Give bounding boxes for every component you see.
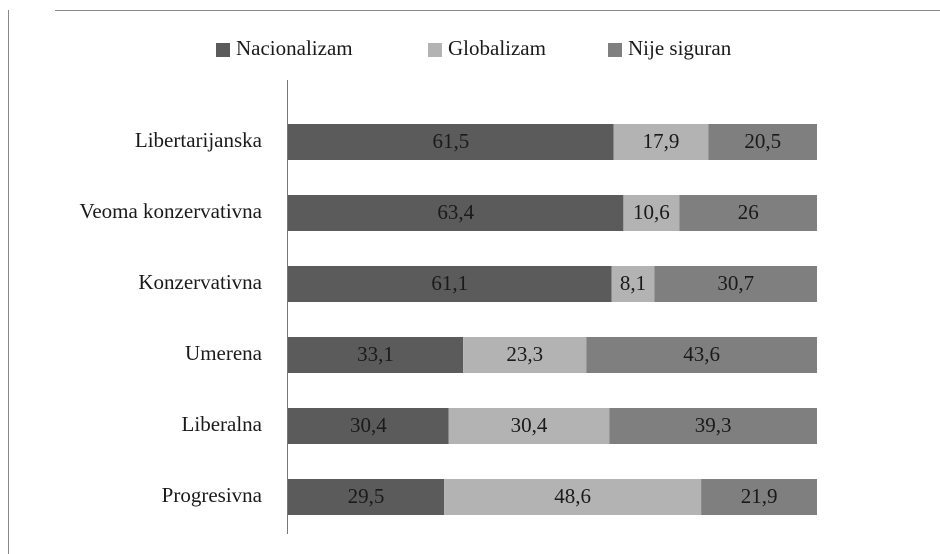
data-label: 17,9 [643,129,680,153]
legend-label: Globalizam [448,36,546,60]
bar-segment [463,337,587,373]
data-label: 61,1 [431,271,468,295]
data-label: 23,3 [506,342,543,366]
data-label: 43,6 [683,342,720,366]
bar-segment [611,266,655,302]
bar-segment [448,408,610,444]
data-label: 63,4 [437,200,474,224]
data-label: 30,4 [350,413,387,437]
bar-segment [288,124,614,160]
bar-segment [701,479,817,515]
data-label: 8,1 [620,271,646,295]
bar-segment [288,337,464,373]
bar-segment [609,408,817,444]
category-label: Veoma konzervativna [79,199,262,223]
bar-segment [444,479,702,515]
data-label: 39,3 [695,413,732,437]
bar-segment [613,124,709,160]
bar-segment [586,337,817,373]
data-label: 61,5 [432,129,469,153]
legend-label: Nacionalizam [236,36,353,60]
bar-segment [679,195,817,231]
bar-segment [623,195,680,231]
bar-segment [654,266,817,302]
category-label: Libertarijanska [135,128,263,152]
bar-segment [288,408,449,444]
category-label: Konzervativna [138,270,262,294]
legend-swatch [608,43,622,57]
category-label: Liberalna [182,412,263,436]
data-label: 10,6 [633,200,670,224]
category-label: Progresivna [162,483,263,507]
data-label: 26 [738,200,759,224]
legend-label: Nije siguran [628,36,732,60]
data-label: 20,5 [744,129,781,153]
data-label: 33,1 [357,342,394,366]
legend-swatch [216,43,230,57]
data-label: 30,7 [717,271,754,295]
bar-segment [288,195,624,231]
bar-segment [708,124,817,160]
data-label: 29,5 [348,484,385,508]
category-label: Umerena [185,341,263,365]
data-label: 48,6 [554,484,591,508]
data-label: 30,4 [511,413,548,437]
bar-segment [288,479,445,515]
data-label: 21,9 [741,484,778,508]
bar-segment [288,266,612,302]
legend-swatch [428,43,442,57]
